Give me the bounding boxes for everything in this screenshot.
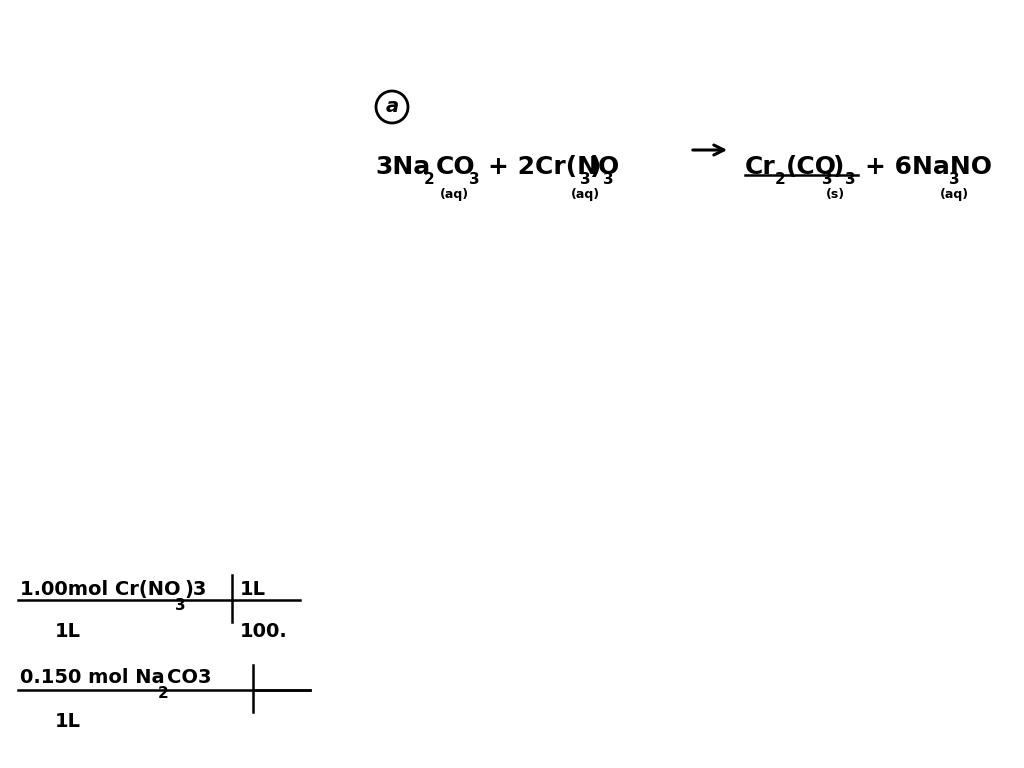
Text: (aq): (aq) [940, 188, 969, 201]
Text: (aq): (aq) [571, 188, 600, 201]
Text: 3: 3 [580, 172, 591, 187]
Text: 2: 2 [424, 172, 435, 187]
Text: Cr: Cr [745, 155, 776, 179]
Text: + 2Cr(NO: + 2Cr(NO [488, 155, 620, 179]
Text: CO: CO [436, 155, 475, 179]
Text: 2: 2 [158, 686, 169, 701]
Text: 3: 3 [949, 172, 959, 187]
Text: (aq): (aq) [440, 188, 469, 201]
Text: )3: )3 [184, 580, 207, 599]
Text: 3: 3 [175, 598, 185, 613]
Text: 0.150 mol Na: 0.150 mol Na [20, 668, 165, 687]
Text: 1L: 1L [55, 712, 81, 731]
Text: 3Na: 3Na [375, 155, 430, 179]
Text: + 6NaNO: + 6NaNO [865, 155, 992, 179]
Text: ): ) [590, 155, 601, 179]
Text: a: a [385, 98, 398, 117]
Text: 3: 3 [469, 172, 479, 187]
Text: 3: 3 [603, 172, 613, 187]
Text: 100.: 100. [240, 622, 288, 641]
Text: 1.00mol Cr(NO: 1.00mol Cr(NO [20, 580, 180, 599]
Text: (CO: (CO [786, 155, 837, 179]
Text: ): ) [833, 155, 845, 179]
Text: 1L: 1L [55, 622, 81, 641]
Text: 2: 2 [775, 172, 785, 187]
Text: 3: 3 [822, 172, 833, 187]
Text: 3: 3 [845, 172, 856, 187]
Text: CO3: CO3 [167, 668, 212, 687]
Text: (s): (s) [826, 188, 845, 201]
Text: 1L: 1L [240, 580, 266, 599]
